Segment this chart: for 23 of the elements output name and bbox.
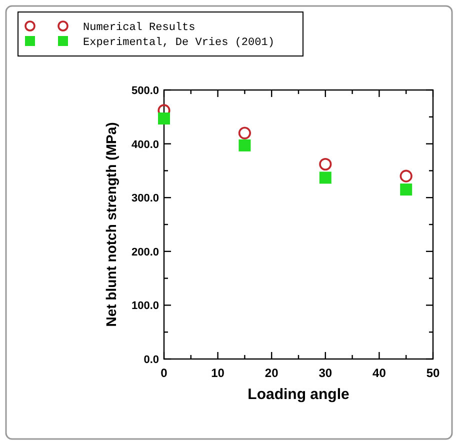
y-tick-label: 400.0 xyxy=(131,138,159,151)
legend-label: Numerical Results xyxy=(83,22,196,34)
x-tick-label: 20 xyxy=(264,366,279,380)
y-tick-label: 100.0 xyxy=(131,300,159,312)
y-tick-label: 500.0 xyxy=(131,85,159,97)
x-tick-label: 10 xyxy=(211,366,225,380)
x-tick-label: 40 xyxy=(372,366,386,380)
x-tick-label: 30 xyxy=(318,366,332,380)
legend-label: Experimental, De Vries (2001) xyxy=(83,37,274,49)
x-axis-title: Loading angle xyxy=(248,386,350,403)
y-tick-label: 300.0 xyxy=(131,192,159,205)
x-tick-label: 50 xyxy=(426,366,440,380)
y-tick-label: 0.0 xyxy=(144,354,159,366)
point xyxy=(319,172,332,184)
point xyxy=(158,112,170,125)
point xyxy=(400,170,412,182)
point xyxy=(238,139,251,152)
point xyxy=(238,126,251,140)
point xyxy=(400,184,412,196)
y-tick-label: 200.0 xyxy=(131,246,159,258)
x-tick-label: 0 xyxy=(160,366,168,380)
point xyxy=(319,158,332,171)
y-axis-title: Net blunt notch strength (MPa) xyxy=(103,122,119,327)
